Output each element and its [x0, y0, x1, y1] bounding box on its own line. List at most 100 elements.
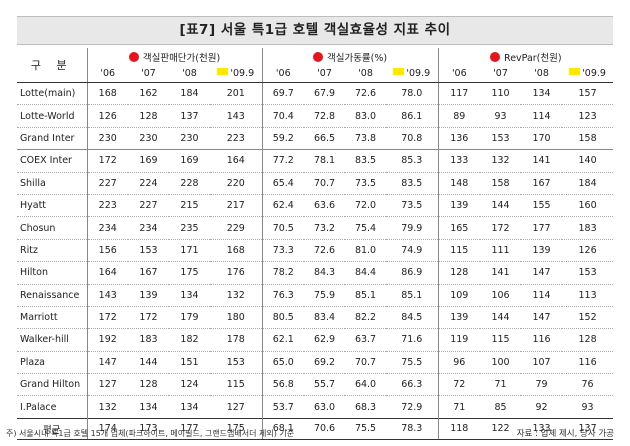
- value-cell: 65.4: [261, 172, 305, 195]
- value-cell: 117: [437, 82, 481, 106]
- value-cell: 86.9: [386, 261, 439, 285]
- year-header: '07: [128, 65, 169, 83]
- value-cell: 93: [562, 395, 614, 419]
- value-cell: 171: [169, 239, 210, 263]
- table-row: Hilton 164 167 175 176 78.2 84.3 84.4 86.9 128 141…: [17, 261, 614, 285]
- group-header-row: 구 분 객실판매단가(천원) 객실가동률(%) RevPar(천원): [17, 48, 614, 83]
- hotel-name: Marriott: [17, 306, 87, 330]
- value-cell: 62.1: [261, 328, 305, 352]
- table-row: Grand Inter 230 230 230 223 59.2 66.5 73.8 70.8 1…: [17, 127, 614, 151]
- value-cell: 137: [562, 417, 614, 440]
- value-cell: 192: [86, 328, 128, 352]
- table-row: Marriott 172 172 179 180 80.5 83.4 82.2 84.5 139 1…: [17, 306, 614, 330]
- value-cell: 217: [210, 194, 263, 218]
- value-cell: 144: [128, 351, 169, 375]
- value-cell: 172: [86, 306, 128, 330]
- value-cell: 139: [437, 306, 481, 330]
- table-row: Lotte-World 126 128 137 143 70.4 72.8 83.0 86.1 8…: [17, 104, 614, 128]
- value-cell: 100: [480, 351, 522, 375]
- value-cell: 85.1: [345, 284, 387, 307]
- value-cell: 72.6: [345, 82, 387, 106]
- group-header-price: 객실판매단가(천원): [86, 48, 263, 65]
- value-cell: 73.8: [345, 127, 387, 151]
- value-cell: 223: [210, 127, 263, 151]
- value-cell: 116: [562, 351, 614, 375]
- value-cell: 137: [169, 104, 210, 128]
- hotel-name: Renaissance: [17, 284, 87, 307]
- value-cell: 175: [210, 417, 263, 440]
- value-cell: 72.6: [304, 239, 346, 263]
- value-cell: 116: [521, 328, 563, 352]
- value-cell: 96: [437, 351, 481, 375]
- value-cell: 148: [437, 172, 481, 195]
- value-cell: 78.1: [304, 149, 346, 173]
- value-cell: 155: [521, 194, 563, 218]
- value-cell: 73.3: [261, 239, 305, 263]
- value-cell: 151: [169, 351, 210, 375]
- year-header: '09.9: [210, 65, 263, 83]
- value-cell: 85.3: [386, 149, 439, 173]
- value-cell: 71: [480, 373, 522, 397]
- value-cell: 68.3: [345, 395, 387, 419]
- value-cell: 126: [86, 104, 128, 128]
- table-row: Hyatt 223 227 215 217 62.4 63.6 72.0 73.5 139 144 1…: [17, 194, 614, 218]
- year-header: '06: [86, 65, 128, 83]
- value-cell: 128: [128, 104, 169, 128]
- table-row: Grand Hilton 127 128 124 115 56.8 55.7 64.0 66.3…: [17, 373, 614, 397]
- value-cell: 168: [86, 82, 128, 106]
- value-cell: 53.7: [261, 395, 305, 419]
- hotel-name: 평균: [17, 417, 87, 440]
- table-title: [표7] 서울 특1급 호텔 객실효율성 지표 추이: [17, 16, 613, 45]
- hotel-name: Shilla: [17, 172, 87, 195]
- hotel-efficiency-table: 구 분 객실판매단가(천원) 객실가동률(%) RevPar(천원) '06'0…: [17, 48, 614, 440]
- value-cell: 183: [128, 328, 169, 352]
- value-cell: 83.4: [304, 306, 346, 330]
- value-cell: 223: [86, 194, 128, 218]
- average-row: 평균 174 173 177 175 68.1 70.6 75.5 78.3 118 122 133 1…: [17, 417, 614, 440]
- value-cell: 156: [86, 239, 128, 263]
- value-cell: 126: [562, 239, 614, 263]
- value-cell: 152: [562, 306, 614, 330]
- value-cell: 85: [480, 395, 522, 419]
- value-cell: 70.5: [261, 216, 305, 240]
- footnote: 주) 서울시내 특1급 호텔 15개 업체(파크하이트, 메이필드, 그랜드앰배…: [6, 429, 295, 438]
- value-cell: 119: [437, 328, 481, 352]
- value-cell: 182: [169, 328, 210, 352]
- hotel-name: Hilton: [17, 261, 87, 285]
- value-cell: 66.3: [386, 373, 439, 397]
- value-cell: 157: [562, 82, 614, 106]
- value-cell: 228: [169, 172, 210, 195]
- value-cell: 109: [437, 284, 481, 307]
- table-row: Renaissance 143 139 134 132 76.3 75.9 85.1 85.1 1…: [17, 284, 614, 307]
- value-cell: 72: [437, 373, 481, 397]
- hotel-name: Lotte-World: [17, 104, 87, 128]
- value-cell: 172: [480, 216, 522, 240]
- value-cell: 153: [210, 351, 263, 375]
- value-cell: 84.4: [345, 261, 387, 285]
- hotel-name: Ritz: [17, 239, 87, 263]
- value-cell: 143: [86, 284, 128, 307]
- value-cell: 67.9: [304, 82, 346, 106]
- hotel-name: I.Palace: [17, 395, 87, 419]
- value-cell: 72.0: [345, 194, 387, 218]
- value-cell: 71: [437, 395, 481, 419]
- value-cell: 165: [437, 216, 481, 240]
- red-dot-icon: [128, 51, 139, 62]
- value-cell: 66.5: [304, 127, 346, 151]
- value-cell: 86.1: [386, 104, 439, 128]
- value-cell: 164: [210, 149, 263, 173]
- value-cell: 133: [521, 417, 563, 440]
- value-cell: 85.1: [386, 284, 439, 307]
- value-cell: 132: [480, 149, 522, 173]
- value-cell: 128: [562, 328, 614, 352]
- table-row: Plaza 147 144 151 153 65.0 69.2 70.7 75.5 96 100 10…: [17, 351, 614, 375]
- value-cell: 144: [480, 306, 522, 330]
- value-cell: 139: [521, 239, 563, 263]
- value-cell: 183: [562, 216, 614, 240]
- value-cell: 127: [210, 395, 263, 419]
- yellow-square-icon: [217, 68, 229, 75]
- value-cell: 70.6: [304, 417, 346, 440]
- value-cell: 93: [480, 104, 522, 128]
- value-cell: 75.5: [345, 417, 387, 440]
- value-cell: 71.6: [386, 328, 439, 352]
